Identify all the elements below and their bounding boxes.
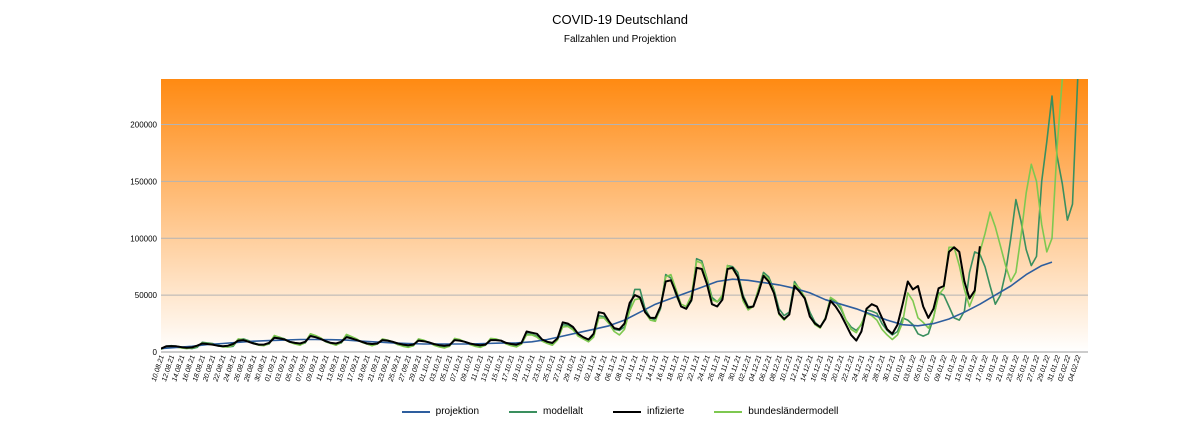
legend-label: bundesländermodell bbox=[748, 406, 839, 417]
legend-item-bundesländermodell: bundesländermodell bbox=[714, 406, 838, 417]
y-tick-label: 100000 bbox=[130, 234, 157, 243]
legend-swatch bbox=[714, 410, 743, 413]
series-lines bbox=[161, 79, 1079, 350]
legend-swatch bbox=[401, 410, 430, 413]
chart-title: COVID-19 Deutschland bbox=[552, 12, 688, 27]
grid-lines bbox=[161, 124, 1088, 296]
legend-item-infizierte: infizierte bbox=[613, 406, 684, 417]
legend: projektion modellalt infizierte bundeslände… bbox=[0, 406, 1200, 417]
legend-label: modellalt bbox=[543, 406, 584, 417]
legend-label: infizierte bbox=[647, 406, 685, 417]
chart-subtitle: Fallzahlen und Projektion bbox=[563, 34, 677, 45]
y-tick-label: 150000 bbox=[130, 177, 157, 186]
legend-item-projektion: projektion bbox=[401, 406, 479, 417]
legend-swatch bbox=[613, 410, 642, 413]
series-line-bundesländermodell bbox=[161, 79, 1064, 350]
y-tick-label: 50000 bbox=[135, 291, 158, 300]
legend-item-modellalt: modellalt bbox=[509, 406, 583, 417]
series-line-projektion bbox=[161, 261, 1053, 350]
y-tick-label: 200000 bbox=[130, 121, 157, 130]
plot-area bbox=[161, 79, 1088, 352]
y-axis-ticks: 0 50000 100000 150000 200000 bbox=[130, 121, 157, 358]
y-tick-label: 0 bbox=[153, 348, 158, 357]
legend-swatch bbox=[509, 410, 537, 413]
x-axis-ticks: 10.08.2112.08.2114.08.2116.08.2118.08.21… bbox=[151, 354, 1083, 383]
series-line-infizierte bbox=[161, 246, 981, 350]
legend-label: projektion bbox=[435, 406, 479, 417]
